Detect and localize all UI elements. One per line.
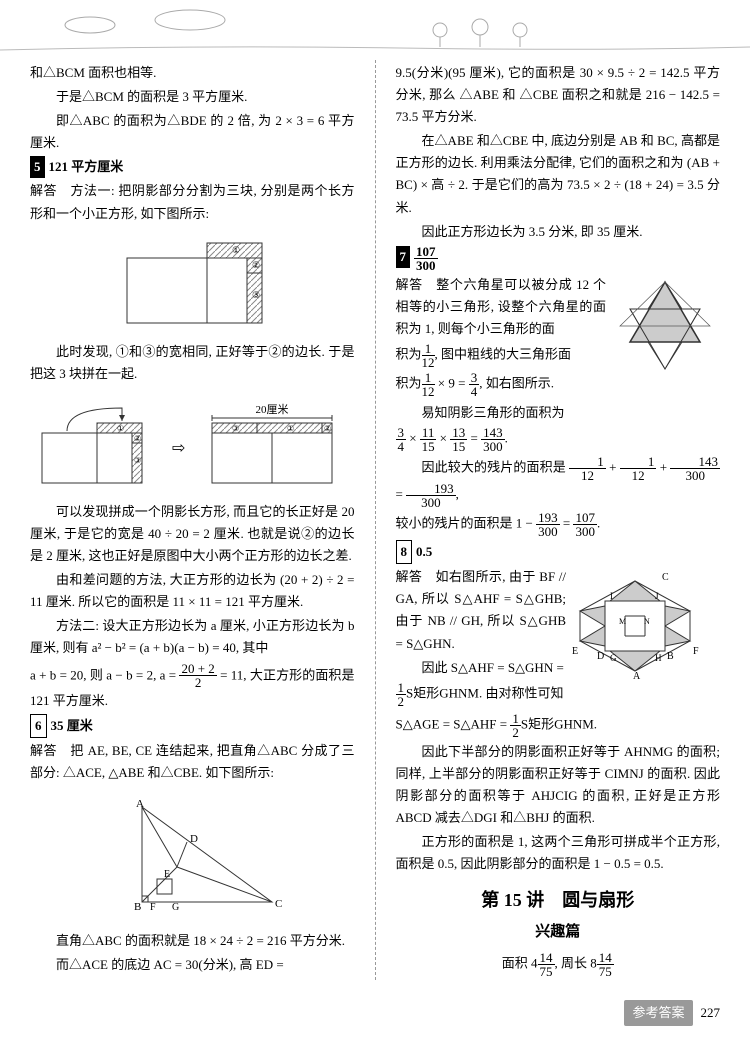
- content-columns: 和△BCM 面积也相等. 于是△BCM 的面积是 3 平方厘米. 即△ABC 的…: [30, 60, 720, 980]
- svg-text:C: C: [662, 572, 669, 583]
- text: 在△ABE 和△CBE 中, 底边分别是 AB 和 BC, 高都是正方形的边长.…: [396, 130, 721, 218]
- svg-text:C: C: [275, 898, 282, 910]
- answer-8: 80.5: [396, 540, 721, 564]
- text: 12S矩形GHNM. 由对称性可知: [396, 681, 721, 708]
- svg-text:③: ③: [134, 456, 141, 465]
- text: 正方形的面积是 1, 这两个三角形可拼成半个正方形, 面积是 0.5, 因此阴影…: [396, 831, 721, 875]
- svg-text:H: H: [655, 653, 662, 663]
- svg-text:N: N: [644, 617, 650, 626]
- lesson-15-subtitle: 兴趣篇: [396, 920, 721, 946]
- answer-7: 7107300: [396, 245, 721, 272]
- text: 因此正方形边长为 3.5 分米, 即 35 厘米.: [396, 221, 721, 243]
- answer-text: 121 平方厘米: [49, 159, 124, 174]
- answer-text: 0.5: [416, 544, 432, 559]
- num-box: 8: [396, 540, 413, 564]
- svg-text:③: ③: [252, 290, 260, 300]
- figure-5a: ① ② ③: [30, 233, 355, 333]
- svg-text:③: ③: [232, 424, 239, 433]
- text: 而△ACE 的底边 AC = 30(分米), 高 ED =: [30, 954, 355, 976]
- svg-text:D: D: [190, 833, 198, 845]
- text: 此时发现, ①和③的宽相同, 正好等于②的边长. 于是把这 3 块拼在一起.: [30, 341, 355, 385]
- num-box: 7: [396, 246, 411, 268]
- page-footer: 参考答案 227: [30, 1000, 720, 1026]
- text: 由和差问题的方法, 大正方形的边长为 (20 + 2) ÷ 2 = 11 厘米.…: [30, 569, 355, 613]
- svg-text:B: B: [667, 651, 674, 662]
- right-column: 9.5(分米)(95 厘米), 它的面积是 30 × 9.5 ÷ 2 = 142…: [375, 60, 721, 980]
- text: 34 × 1115 × 1315 = 143300.: [396, 426, 721, 453]
- svg-text:J: J: [655, 591, 659, 601]
- text: 解答 把 AE, BE, CE 连结起来, 把直角△ABC 分成了三部分: △A…: [30, 740, 355, 784]
- text: S△AGE = S△AHF = 12S矩形GHNM.: [396, 712, 721, 739]
- svg-text:D: D: [597, 651, 604, 662]
- text: 因此较大的残片的面积是 112 + 112 + 143300 = 193300,: [396, 455, 721, 509]
- text: 和△BCM 面积也相等.: [30, 62, 355, 84]
- svg-text:F: F: [150, 902, 156, 913]
- text: 方法二: 设大正方形边长为 a 厘米, 小正方形边长为 b 厘米, 则有 a² …: [30, 615, 355, 659]
- svg-text:M: M: [619, 617, 626, 626]
- svg-text:①: ①: [117, 424, 124, 433]
- text: 较小的残片的面积是 1 − 193300 = 107300.: [396, 511, 721, 538]
- text: 因此下半部分的阴影面积正好等于 AHNMG 的面积; 同样, 上半部分的阴影面积…: [396, 741, 721, 829]
- footer-label: 参考答案: [624, 1000, 692, 1026]
- answer-6: 6 35 厘米: [30, 714, 355, 738]
- top-decoration: [0, 5, 750, 55]
- text: a + b = 20, 则 a − b = 2, a = 20 + 22 = 1…: [30, 662, 355, 712]
- svg-text:B: B: [134, 901, 141, 913]
- svg-text:A: A: [136, 798, 144, 810]
- num-box: 5: [30, 156, 45, 178]
- answer-text: 35 厘米: [51, 718, 93, 733]
- figure-8: C A B D E F G H I J M N: [570, 566, 720, 681]
- svg-text:F: F: [693, 646, 699, 657]
- text: 可以发现拼成一个阴影长方形, 而且它的长正好是 20 厘米, 于是它的宽是 40…: [30, 501, 355, 567]
- svg-text:E: E: [572, 646, 578, 657]
- svg-text:②: ②: [252, 260, 260, 270]
- svg-text:②: ②: [324, 424, 331, 433]
- text: 9.5(分米)(95 厘米), 它的面积是 30 × 9.5 ÷ 2 = 142…: [396, 62, 721, 128]
- svg-text:①: ①: [232, 245, 240, 255]
- svg-text:G: G: [610, 653, 617, 663]
- svg-text:20厘米: 20厘米: [256, 403, 289, 416]
- svg-text:E: E: [164, 869, 170, 880]
- text: 即△ABC 的面积为△BDE 的 2 倍, 为 2 × 3 = 6 平方厘米.: [30, 110, 355, 154]
- svg-text:①: ①: [287, 424, 294, 433]
- page-number: 227: [701, 1002, 721, 1024]
- text: 解答 方法一: 把阴影部分分割为三块, 分别是两个长方形和一个小正方形, 如下图…: [30, 180, 355, 224]
- figure-5b: ① ② ③ ⇨ 20厘米 ③ ① ②: [30, 393, 355, 493]
- text: 直角△ABC 的面积就是 18 × 24 ÷ 2 = 216 平方分米.: [30, 930, 355, 952]
- text: 易知阴影三角形的面积为: [396, 402, 721, 424]
- svg-text:⇨: ⇨: [172, 440, 185, 457]
- text: 面积 41475, 周长 81475: [396, 951, 721, 978]
- figure-7: [610, 274, 720, 379]
- svg-text:I: I: [610, 591, 613, 601]
- left-column: 和△BCM 面积也相等. 于是△BCM 的面积是 3 平方厘米. 即△ABC 的…: [30, 60, 355, 980]
- figure-6: A B C D E F G: [30, 792, 355, 922]
- answer-5: 5 121 平方厘米: [30, 156, 355, 178]
- text: 于是△BCM 的面积是 3 平方厘米.: [30, 86, 355, 108]
- svg-text:②: ②: [134, 434, 141, 443]
- svg-text:G: G: [172, 902, 179, 913]
- num-box: 6: [30, 714, 47, 738]
- svg-text:A: A: [633, 671, 641, 681]
- lesson-15-title: 第 15 讲 圆与扇形: [396, 885, 721, 916]
